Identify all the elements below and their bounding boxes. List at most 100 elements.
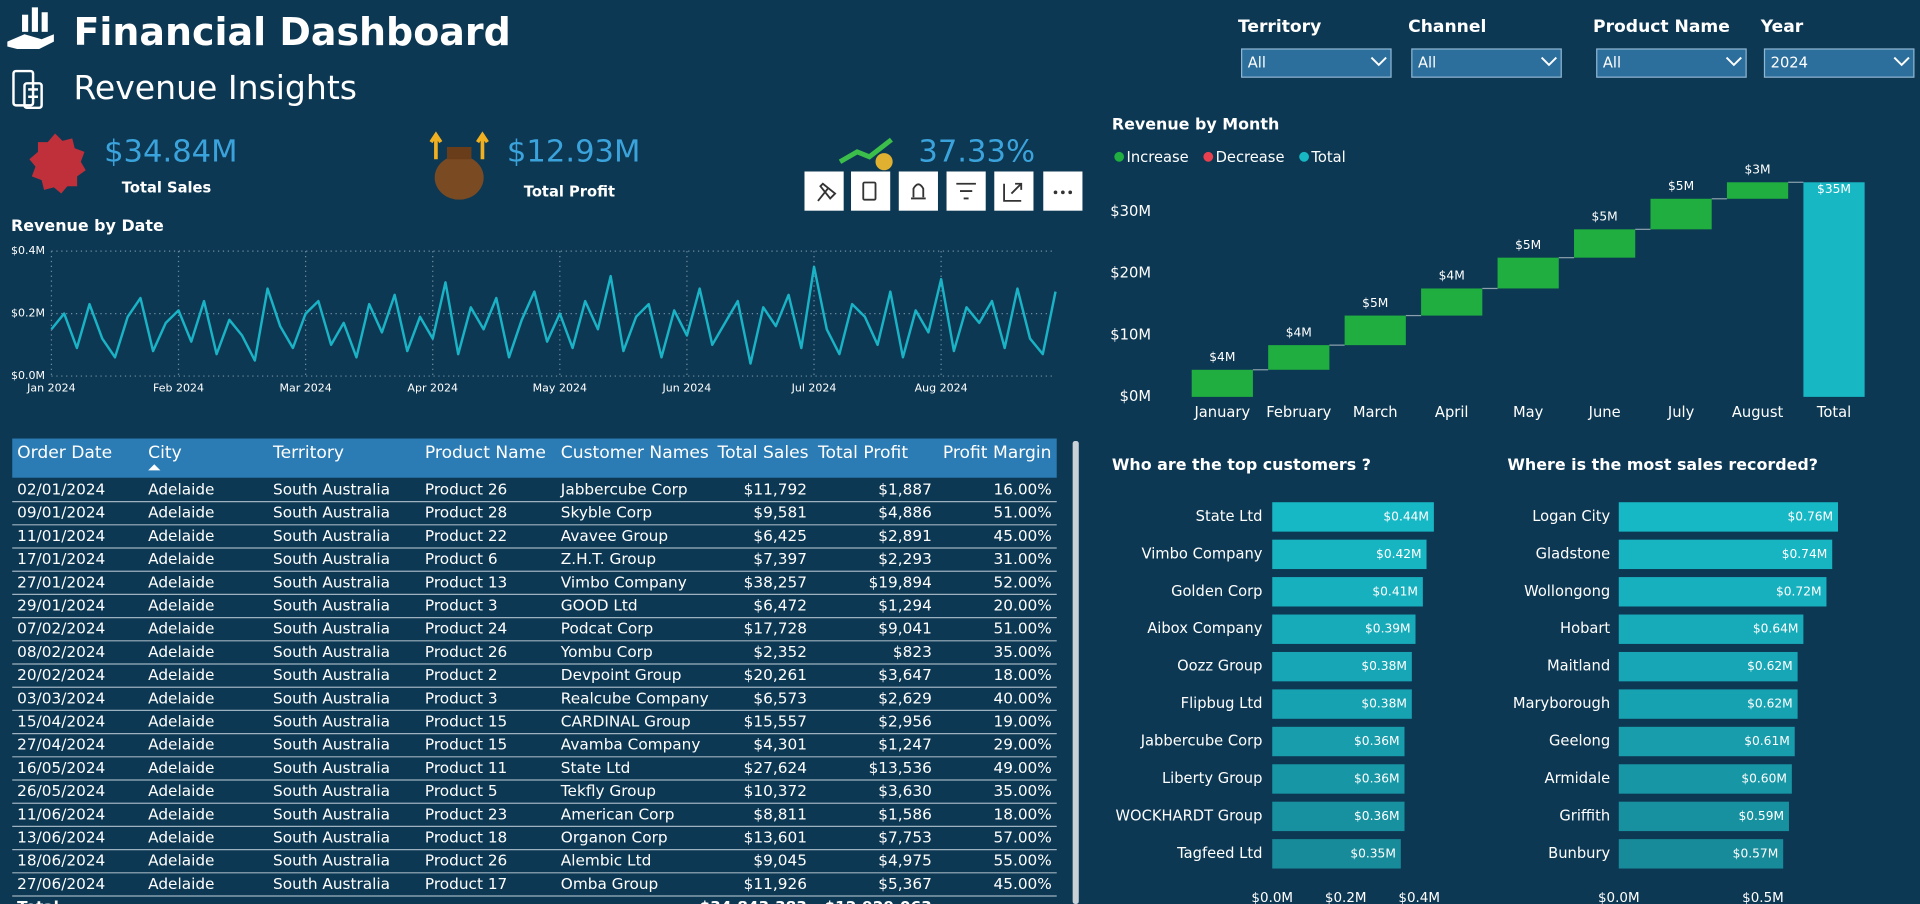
value-label: $0.64M [1753, 622, 1799, 636]
table-cell: Tekfly Group [560, 782, 656, 800]
table-cell: Adelaide [148, 875, 214, 893]
table-cell: South Australia [273, 712, 390, 730]
table-cell: Z.H.T. Group [561, 550, 656, 568]
dropdown-chevron[interactable] [1540, 56, 1558, 67]
value-label: $5M [1362, 296, 1388, 310]
table-cell: 08/02/2024 [17, 643, 105, 661]
dropdown-value[interactable]: All [1603, 55, 1621, 72]
bar [1272, 726, 1405, 757]
waterfall-bar [1803, 182, 1865, 397]
table-cell: 51.00% [994, 504, 1052, 522]
table-cell: South Australia [273, 782, 390, 800]
dropdown-box[interactable] [1763, 48, 1915, 78]
table-cell: $13,601 [744, 828, 807, 846]
table-cell: Adelaide [148, 805, 214, 823]
filter-dropdown[interactable]: All [1411, 48, 1562, 78]
kpi-value: 37.33% [918, 135, 1035, 170]
table-cell: 18.00% [994, 666, 1052, 684]
bar [1272, 614, 1416, 644]
table-cell: $7,397 [753, 550, 807, 568]
table-cell: Product 28 [425, 504, 507, 522]
value-label: $0.62M [1747, 659, 1793, 673]
bar [1272, 539, 1427, 570]
category-label: Oozz Group [1177, 658, 1262, 675]
filter-label: Channel [1408, 17, 1486, 37]
total-label: Total [17, 898, 59, 904]
column-header[interactable]: City [148, 443, 182, 463]
table-cell: Adelaide [148, 712, 214, 730]
filter-dropdown[interactable]: All [1596, 48, 1747, 78]
table-cell: South Australia [273, 643, 390, 661]
growth-icon [838, 137, 893, 171]
scrollbar[interactable] [1072, 440, 1079, 904]
table-cell: Adelaide [148, 782, 214, 800]
waterfall-bar [1191, 369, 1253, 397]
table-cell: 19.00% [994, 712, 1052, 730]
dropdown-chevron[interactable] [1725, 56, 1742, 67]
table-cell: $4,886 [878, 504, 932, 522]
filter-label: Territory [1238, 17, 1321, 37]
kpi-value: $34.84M [104, 135, 237, 170]
column-header[interactable]: Territory [272, 443, 344, 463]
bar [1618, 502, 1838, 532]
dropdown-value[interactable]: 2024 [1771, 55, 1808, 72]
value-label: $0.59M [1738, 809, 1784, 823]
value-label: $0.36M [1354, 734, 1400, 748]
value-label: $0.57M [1733, 846, 1779, 860]
x-tick-label: $0.5M [1742, 890, 1784, 904]
dropdown-box[interactable] [1596, 48, 1747, 78]
copy-button[interactable] [851, 171, 891, 211]
value-label: $0.39M [1365, 622, 1411, 636]
profit-icon [429, 131, 489, 200]
table-cell: Omba Group [561, 875, 658, 893]
column-header[interactable]: Total Profit [817, 443, 908, 463]
dropdown-chevron[interactable] [1893, 56, 1910, 67]
bar [1272, 801, 1405, 832]
x-tick-label: August [1732, 404, 1784, 421]
table-cell: Adelaide [148, 550, 214, 568]
column-header[interactable]: Order Date [17, 443, 112, 463]
column-header[interactable]: Profit Margin [943, 443, 1052, 463]
column-header[interactable]: Customer Names [561, 443, 709, 463]
table-cell: $2,293 [878, 550, 932, 568]
bar [1618, 577, 1827, 607]
filter-dropdown[interactable]: 2024 [1763, 48, 1915, 78]
page-subtitle: Revenue Insights [73, 68, 357, 107]
bar [1272, 689, 1412, 719]
bar [1618, 764, 1792, 794]
column-header[interactable]: Total Sales [717, 443, 809, 463]
table-cell: Jabbercube Corp [560, 480, 688, 498]
category-label: State Ltd [1196, 508, 1263, 525]
table-cell: $5,367 [878, 875, 932, 893]
table-cell: Product 5 [425, 782, 498, 800]
table-cell: South Australia [273, 828, 390, 846]
filter-dropdown[interactable]: All [1241, 48, 1392, 78]
alert-button[interactable] [898, 171, 938, 211]
table-cell: $7,753 [878, 828, 932, 846]
value-label: $0.74M [1782, 547, 1828, 561]
column-header[interactable]: Product Name [425, 443, 546, 463]
table-cell: Adelaide [148, 759, 214, 777]
category-label: Maitland [1547, 658, 1610, 675]
table-cell: $2,629 [878, 689, 932, 707]
table-cell: $1,247 [878, 736, 932, 754]
table-cell: $19,894 [869, 573, 932, 591]
table-cell: 51.00% [994, 620, 1052, 638]
x-tick-label: July [1667, 404, 1695, 421]
table-cell: $2,352 [753, 643, 807, 661]
table-cell: Adelaide [148, 620, 214, 638]
table-cell: Product 11 [425, 759, 507, 777]
x-tick-label: $0.0M [1251, 890, 1293, 904]
table-cell: $15,557 [744, 712, 807, 730]
dropdown-chevron[interactable] [1370, 56, 1387, 67]
dropdown-box[interactable] [1411, 48, 1562, 78]
table-cell: $2,956 [878, 712, 932, 730]
table-cell: Product 24 [425, 620, 507, 638]
dropdown-box[interactable] [1241, 48, 1392, 78]
dropdown-value[interactable]: All [1248, 55, 1266, 72]
table-cell: Adelaide [148, 504, 214, 522]
category-label: WOCKHARDT Group [1116, 807, 1263, 824]
dropdown-value[interactable]: All [1418, 55, 1436, 72]
table-cell: Yombu Corp [560, 643, 653, 661]
table-cell: South Australia [273, 805, 390, 823]
